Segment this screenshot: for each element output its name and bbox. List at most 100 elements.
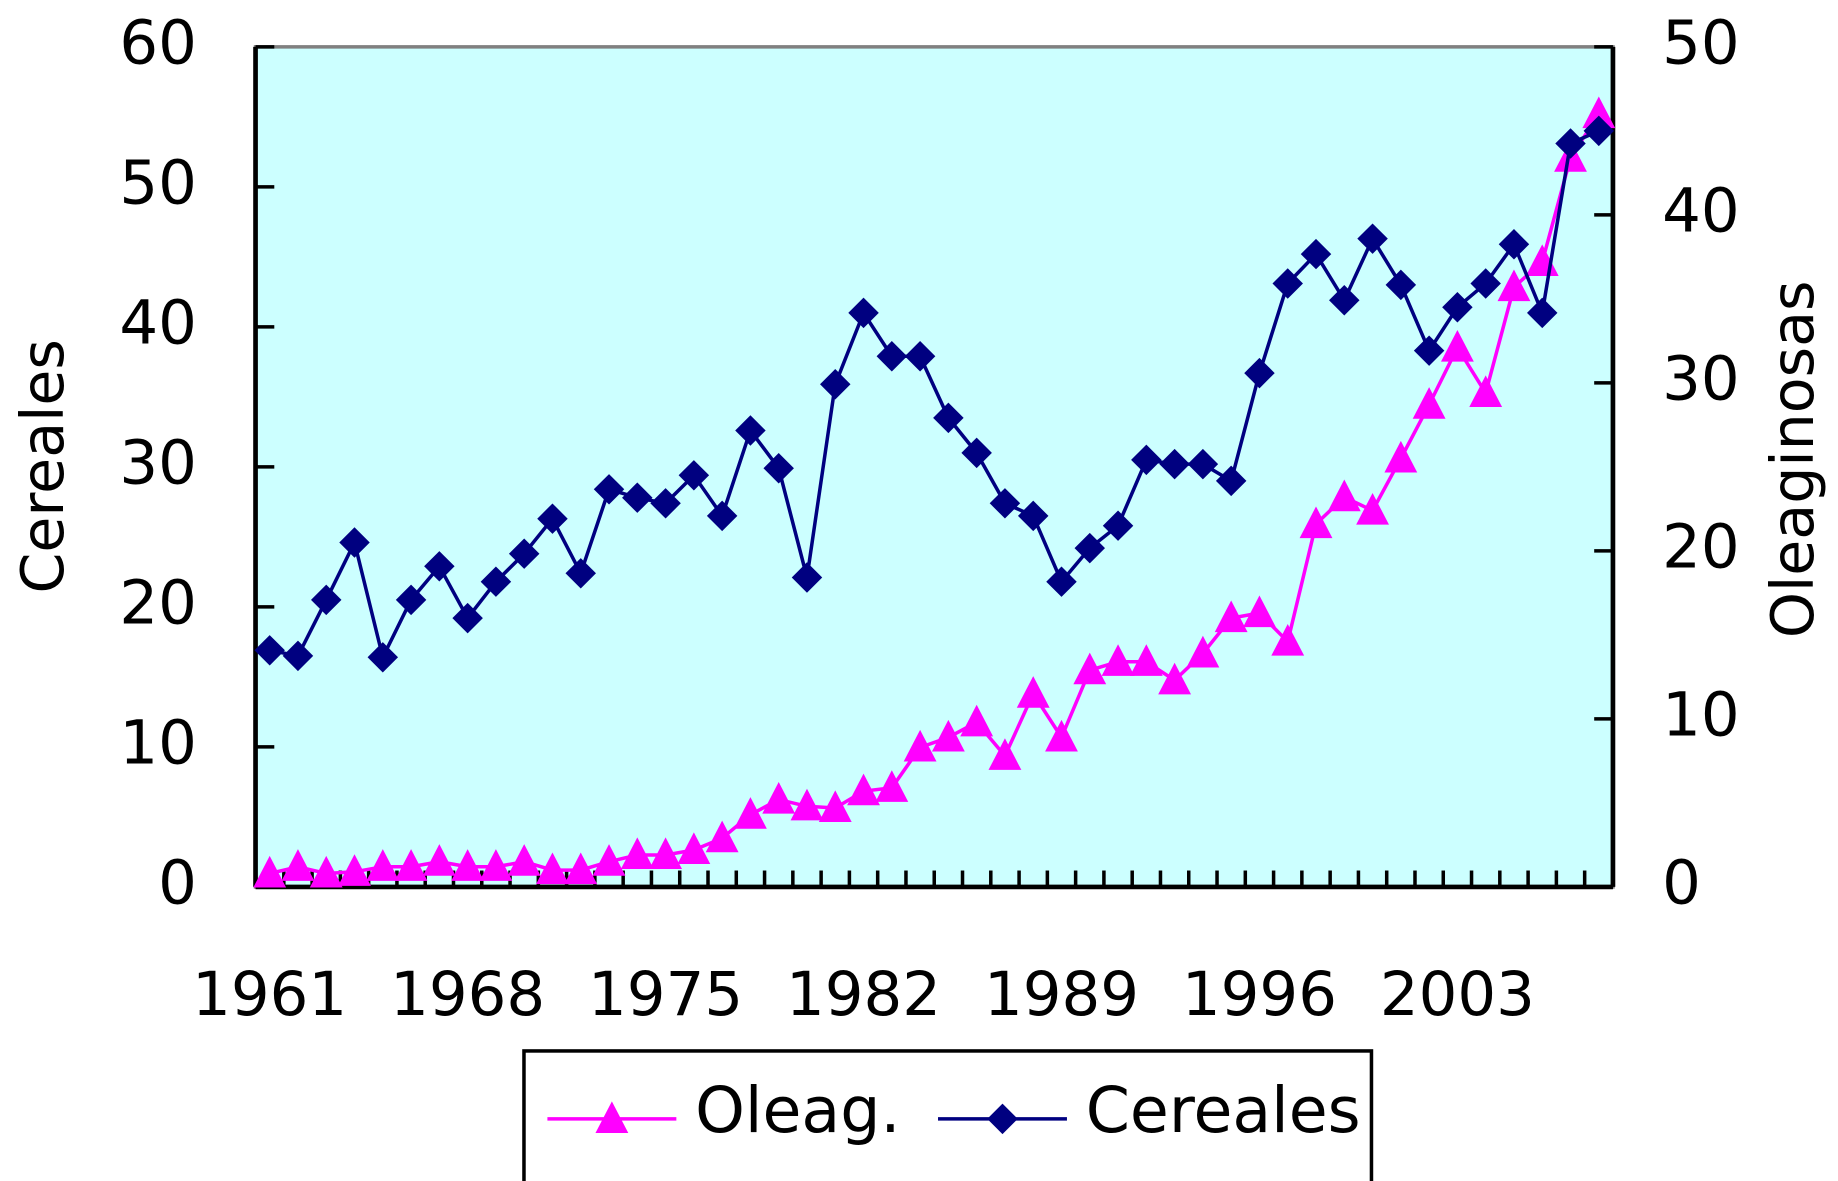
diamond-marker: [1215, 465, 1247, 497]
triangle-marker: [1129, 644, 1163, 676]
y-tick-label: 40: [119, 287, 197, 358]
triangle-marker: [536, 852, 569, 885]
diamond-marker: [706, 500, 738, 532]
y-axis-title: Cereales: [9, 339, 77, 593]
triangle-marker: [1582, 96, 1616, 129]
triangle-marker: [1186, 635, 1220, 668]
diamond-marker: [735, 415, 766, 446]
triangle-marker: [394, 849, 428, 881]
triangle-marker: [1158, 662, 1192, 695]
diamond-marker: [876, 341, 908, 372]
diamond-marker: [537, 503, 568, 534]
triangle-marker: [1045, 719, 1078, 752]
triangle-marker: [1440, 330, 1474, 362]
x-tick-label: 1982: [786, 959, 941, 1030]
x-tick-label: 1968: [390, 959, 545, 1030]
diamond-marker: [1300, 238, 1332, 270]
y-tick-label: 20: [119, 568, 197, 639]
diamond-marker: [791, 562, 823, 593]
triangle-marker: [931, 719, 965, 752]
triangle-marker: [1412, 387, 1446, 419]
diamond-marker: [1244, 357, 1275, 389]
y2-tick-label: 30: [1662, 343, 1740, 414]
triangle-marker: [253, 855, 287, 888]
triangle-marker: [479, 849, 513, 881]
triangle-marker: [649, 837, 682, 870]
y-tick-label: 60: [119, 7, 197, 78]
diamond-marker: [1357, 223, 1388, 254]
triangle-marker: [1299, 506, 1333, 539]
diamond-marker: [961, 437, 992, 469]
diamond-marker: [1187, 448, 1219, 480]
diamond-marker: [904, 341, 936, 372]
triangle-marker: [818, 790, 852, 823]
diamond-marker: [1159, 448, 1190, 480]
triangle-marker: [1101, 644, 1135, 676]
y2-tick-label: 40: [1662, 175, 1740, 246]
triangle-marker: [1469, 375, 1503, 408]
y2-tick-label: 20: [1662, 512, 1740, 583]
y2-tick-label: 0: [1662, 848, 1701, 919]
triangle-marker: [677, 832, 711, 865]
triangle-marker: [564, 852, 598, 885]
triangle-marker: [1073, 652, 1107, 685]
triangle-marker: [422, 844, 456, 876]
legend-label: Oleag.: [695, 1073, 900, 1147]
diamond-marker: [622, 482, 653, 513]
diamond-marker: [763, 453, 794, 484]
x-tick-label: 1996: [1182, 959, 1337, 1030]
triangle-marker: [903, 729, 937, 762]
y-tick-label: 30: [119, 427, 197, 498]
diamond-marker: [1131, 444, 1162, 476]
triangle-marker: [507, 844, 541, 876]
triangle-marker: [847, 773, 880, 806]
y-tick-label: 10: [119, 708, 197, 779]
diamond-marker: [987, 1103, 1018, 1135]
triangle-marker: [734, 797, 767, 829]
diamond-marker: [367, 642, 399, 673]
legend-label: Cereales: [1086, 1073, 1361, 1147]
diamond-marker: [395, 584, 427, 616]
y2-tick-label: 10: [1662, 680, 1740, 751]
y-tick-label: 0: [158, 848, 197, 919]
triangle-marker: [620, 837, 654, 870]
triangle-marker: [1271, 624, 1305, 656]
triangle-marker: [1214, 600, 1248, 633]
triangle-marker: [592, 844, 626, 876]
triangle-marker: [705, 820, 739, 853]
x-tick-label: 1961: [192, 959, 347, 1030]
diamond-marker: [1102, 510, 1134, 541]
triangle-marker: [1327, 479, 1361, 512]
x-tick-label: 2003: [1380, 959, 1535, 1030]
diamond-marker: [1442, 292, 1473, 323]
triangle-marker: [309, 855, 343, 888]
y2-tick-label: 50: [1662, 7, 1740, 78]
plot-area: [253, 45, 1615, 889]
x-tick-label: 1975: [588, 959, 743, 1030]
triangle-marker: [1016, 676, 1050, 708]
diamond-marker: [282, 640, 314, 672]
diamond-marker: [310, 584, 342, 616]
legend-box: [522, 1049, 1374, 1181]
diamond-marker: [1074, 532, 1106, 564]
triangle-marker: [1243, 595, 1276, 628]
triangle-marker: [451, 849, 485, 881]
triangle-marker: [338, 854, 371, 886]
diamond-marker: [480, 566, 512, 597]
triangle-marker: [988, 738, 1022, 770]
triangle-marker: [1497, 269, 1531, 302]
diamond-marker: [1046, 566, 1077, 597]
triangle-marker: [595, 1101, 629, 1133]
y-tick-label: 50: [119, 147, 197, 218]
diamond-marker: [339, 527, 370, 558]
triangle-marker: [1356, 493, 1389, 525]
diamond-marker: [1413, 335, 1445, 366]
diamond-marker: [678, 460, 710, 491]
triangle-marker: [875, 770, 909, 802]
triangle-marker: [366, 849, 400, 881]
triangle-marker: [281, 849, 315, 881]
triangle-marker: [790, 788, 824, 821]
triangle-marker: [762, 781, 796, 814]
